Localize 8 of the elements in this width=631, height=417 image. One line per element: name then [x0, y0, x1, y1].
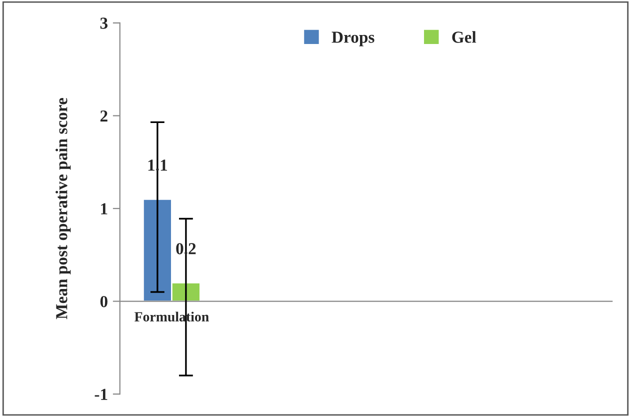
y-tick-label: 1	[101, 203, 108, 214]
legend-label: Drops	[332, 32, 374, 46]
y-tick-label: 2	[100, 110, 108, 122]
y-tick-label: -1	[94, 388, 108, 400]
y-axis-title: Mean post operative pain score	[56, 98, 71, 320]
y-tick-label: 0	[100, 296, 108, 308]
legend-label: Gel	[452, 31, 476, 43]
y-tick-label: 3	[100, 18, 108, 29]
